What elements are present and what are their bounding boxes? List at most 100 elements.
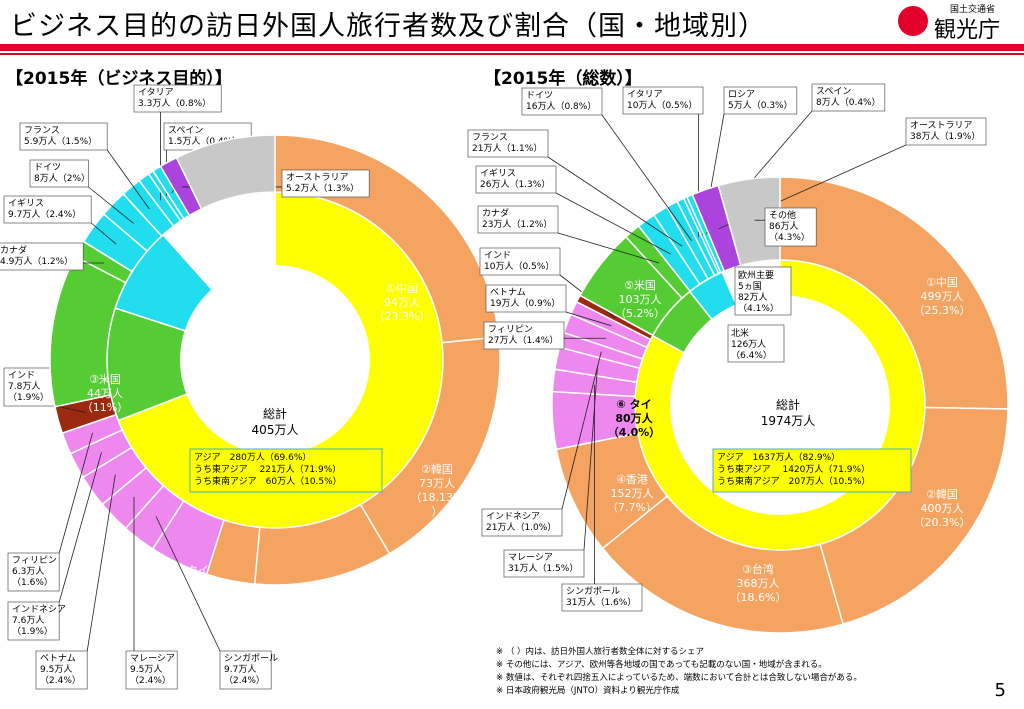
logo-ministry: 国土交通省	[950, 5, 996, 15]
leader-line	[55, 405, 86, 413]
callout-box	[521, 87, 603, 116]
outer-ring-slice	[779, 176, 1009, 410]
chart-title-total: 【2015年（総数）】	[484, 69, 642, 89]
slice-label: インドネシア 21万人（1.0%）	[486, 511, 556, 533]
inner-slice-label: 欧州主要 5ヵ国 82万人（4.1%）	[738, 269, 779, 314]
slice-label: フランス 5.9万人（1.5%）	[24, 125, 97, 147]
callout-box	[811, 83, 886, 112]
callout-box	[35, 650, 88, 690]
page-title: ビジネス目的の訪日外国人旅行者数及び割合（国・地域別）	[10, 11, 766, 42]
center-total-label: 総計 1974万人	[761, 397, 816, 428]
callout-box	[479, 247, 561, 276]
callout-box	[561, 583, 643, 612]
agency-logo: 国土交通省 観光庁	[898, 2, 1018, 43]
slice-label: ③台湾 368万人（18.6%）	[730, 562, 787, 604]
leader-line	[565, 311, 612, 327]
slice-label: シンガポール 31万人（1.6%）	[566, 586, 636, 608]
outer-ring-slice	[175, 134, 276, 210]
slice-label: マレーシア 31万人（1.5%）	[508, 553, 578, 574]
callout-box	[467, 129, 549, 158]
footnote: ※ （ ）内は、訪日外国人旅行者数全体に対するシェア	[496, 647, 705, 657]
slice-label: ⑥香港 14万人（3.4%）	[224, 582, 274, 623]
inner-slice-label: 北米 126万人（6.4%）	[731, 327, 772, 361]
callout-box	[727, 324, 785, 363]
leader-line	[601, 114, 693, 241]
callout-box	[0, 242, 84, 271]
slice-label: ①中国 499万人（25.3%）	[914, 276, 971, 317]
callout-box	[281, 169, 370, 198]
sun-logo-icon	[898, 6, 928, 36]
slice-label: イギリス 9.7万人（2.4%）	[8, 198, 81, 220]
leader-line	[106, 149, 150, 210]
callout-box	[475, 165, 557, 194]
callout-box	[3, 195, 92, 224]
slice-label: フィリピン 6.3万人（1.6%）	[12, 555, 57, 588]
slice-label: フィリピン 27万人（1.4%）	[488, 324, 558, 346]
outer-ring-slice	[819, 406, 1009, 626]
slice-label: イギリス 26万人（1.3%）	[480, 168, 550, 190]
slice-label: マレーシア 9.5万人（2.4%）	[130, 654, 175, 686]
slice-label: スペイン 8万人（0.4%）	[816, 87, 881, 108]
slice-label: ①中国 94万人（23.3%）	[374, 282, 431, 323]
footnote: ※ その他には、アジア、欧州等各地域の国であっても記載のない国・地域が含まれる。	[496, 660, 827, 670]
slice-label: インド 7.8万人（1.9%）	[8, 371, 49, 403]
title-underline	[0, 44, 1024, 51]
slice-label: ベトナム 9.5万人（2.4%）	[40, 653, 81, 686]
slice-label: ⑥ タイ 80万人（4.0%）	[608, 398, 661, 439]
slice-label: ②韓国 73万人（18.13%）	[411, 463, 464, 518]
slice-label: スペイン 1.5万人（0.4%）	[168, 126, 241, 147]
slice-label: インド 10万人（0.5%）	[484, 251, 554, 272]
leader-line	[58, 452, 102, 603]
slice-label: ドイツ 16万人（0.8%）	[526, 91, 596, 112]
callout-box	[125, 650, 178, 690]
slice-label: ②韓国 400万人（20.3%）	[914, 488, 971, 529]
donut-hole	[180, 265, 370, 455]
leader-line	[557, 232, 660, 264]
leader-line	[555, 192, 671, 255]
slice-label: ④台湾 40万人（10%）	[291, 581, 337, 623]
slice-label: ドイツ 8万人（2%）	[34, 163, 90, 184]
outer-ring-slice	[601, 495, 844, 634]
slice-label: シンガポール 9.7万人（2.4%）	[224, 653, 278, 686]
callout-box	[905, 117, 987, 146]
slice-label: フランス 21万人（1.1%）	[472, 132, 542, 154]
slice-label: オーストラリア 38万人（1.9%）	[910, 120, 980, 142]
slice-label: オーストラリア 5.2万人（1.3%）	[286, 172, 359, 194]
footnote: ※ 日本政府観光局（JNTO）資料より観光庁作成	[496, 686, 680, 696]
page-number: 5	[994, 680, 1006, 701]
callout-box	[219, 650, 272, 690]
callout-box	[29, 159, 89, 188]
leader-line	[155, 516, 221, 652]
chart-title-business: 【2015年（ビジネス目的）】	[6, 69, 232, 89]
slice-label: その他 86万人（4.3%）	[769, 209, 810, 243]
callout-box	[7, 601, 60, 641]
leader-line	[86, 474, 116, 652]
center-total-label: 総計 405万人	[252, 406, 299, 437]
footnotes: ※ （ ）内は、訪日外国人旅行者数全体に対するシェア ※ その他には、アジア、欧…	[496, 646, 862, 698]
leader-line	[88, 186, 134, 224]
asia-breakdown-box	[712, 448, 912, 493]
leader-line	[547, 156, 683, 247]
callout-box	[764, 207, 817, 247]
slice-label: ⑤タイ 17万人（4.2%）	[168, 564, 218, 605]
callout-box	[3, 367, 56, 407]
asia-breakdown-text: アジア 1637万人（82.9%）うち東アジア 1420万人（71.9%）うち東…	[717, 452, 870, 487]
callout-box	[734, 266, 792, 316]
callout-box	[622, 86, 704, 115]
leader-line	[561, 351, 602, 510]
slice-label: ④香港 152万人（7.7%）	[607, 473, 657, 514]
slice-label: ⑤米国 103万人（5.2%）	[615, 279, 665, 320]
slice-label: その他 29万人（7.2%）	[203, 226, 253, 267]
slice-label: インドネシア 7.6万人（1.9%）	[12, 604, 66, 637]
asia-breakdown-text: アジア 280万人（69.6%）うち東アジア 221万人（71.9%）うち東南ア…	[194, 452, 342, 487]
slice-label: カナダ 23万人（1.2%）	[482, 207, 552, 230]
slice-label: イタリア 3.3万人（0.8%）	[138, 87, 211, 109]
callout-box	[723, 86, 798, 115]
slice-label: ロシア 5万人（0.3%）	[728, 90, 793, 111]
slice-label: イタリア 10万人（0.5%）	[627, 89, 697, 111]
title-underline-thin	[0, 53, 1024, 55]
leader-line	[583, 366, 598, 551]
callout-box	[483, 321, 565, 350]
footnote: ※ 数値は、それぞれ四捨五入によっているため、端数において合計とは合致しない場合…	[496, 673, 862, 683]
